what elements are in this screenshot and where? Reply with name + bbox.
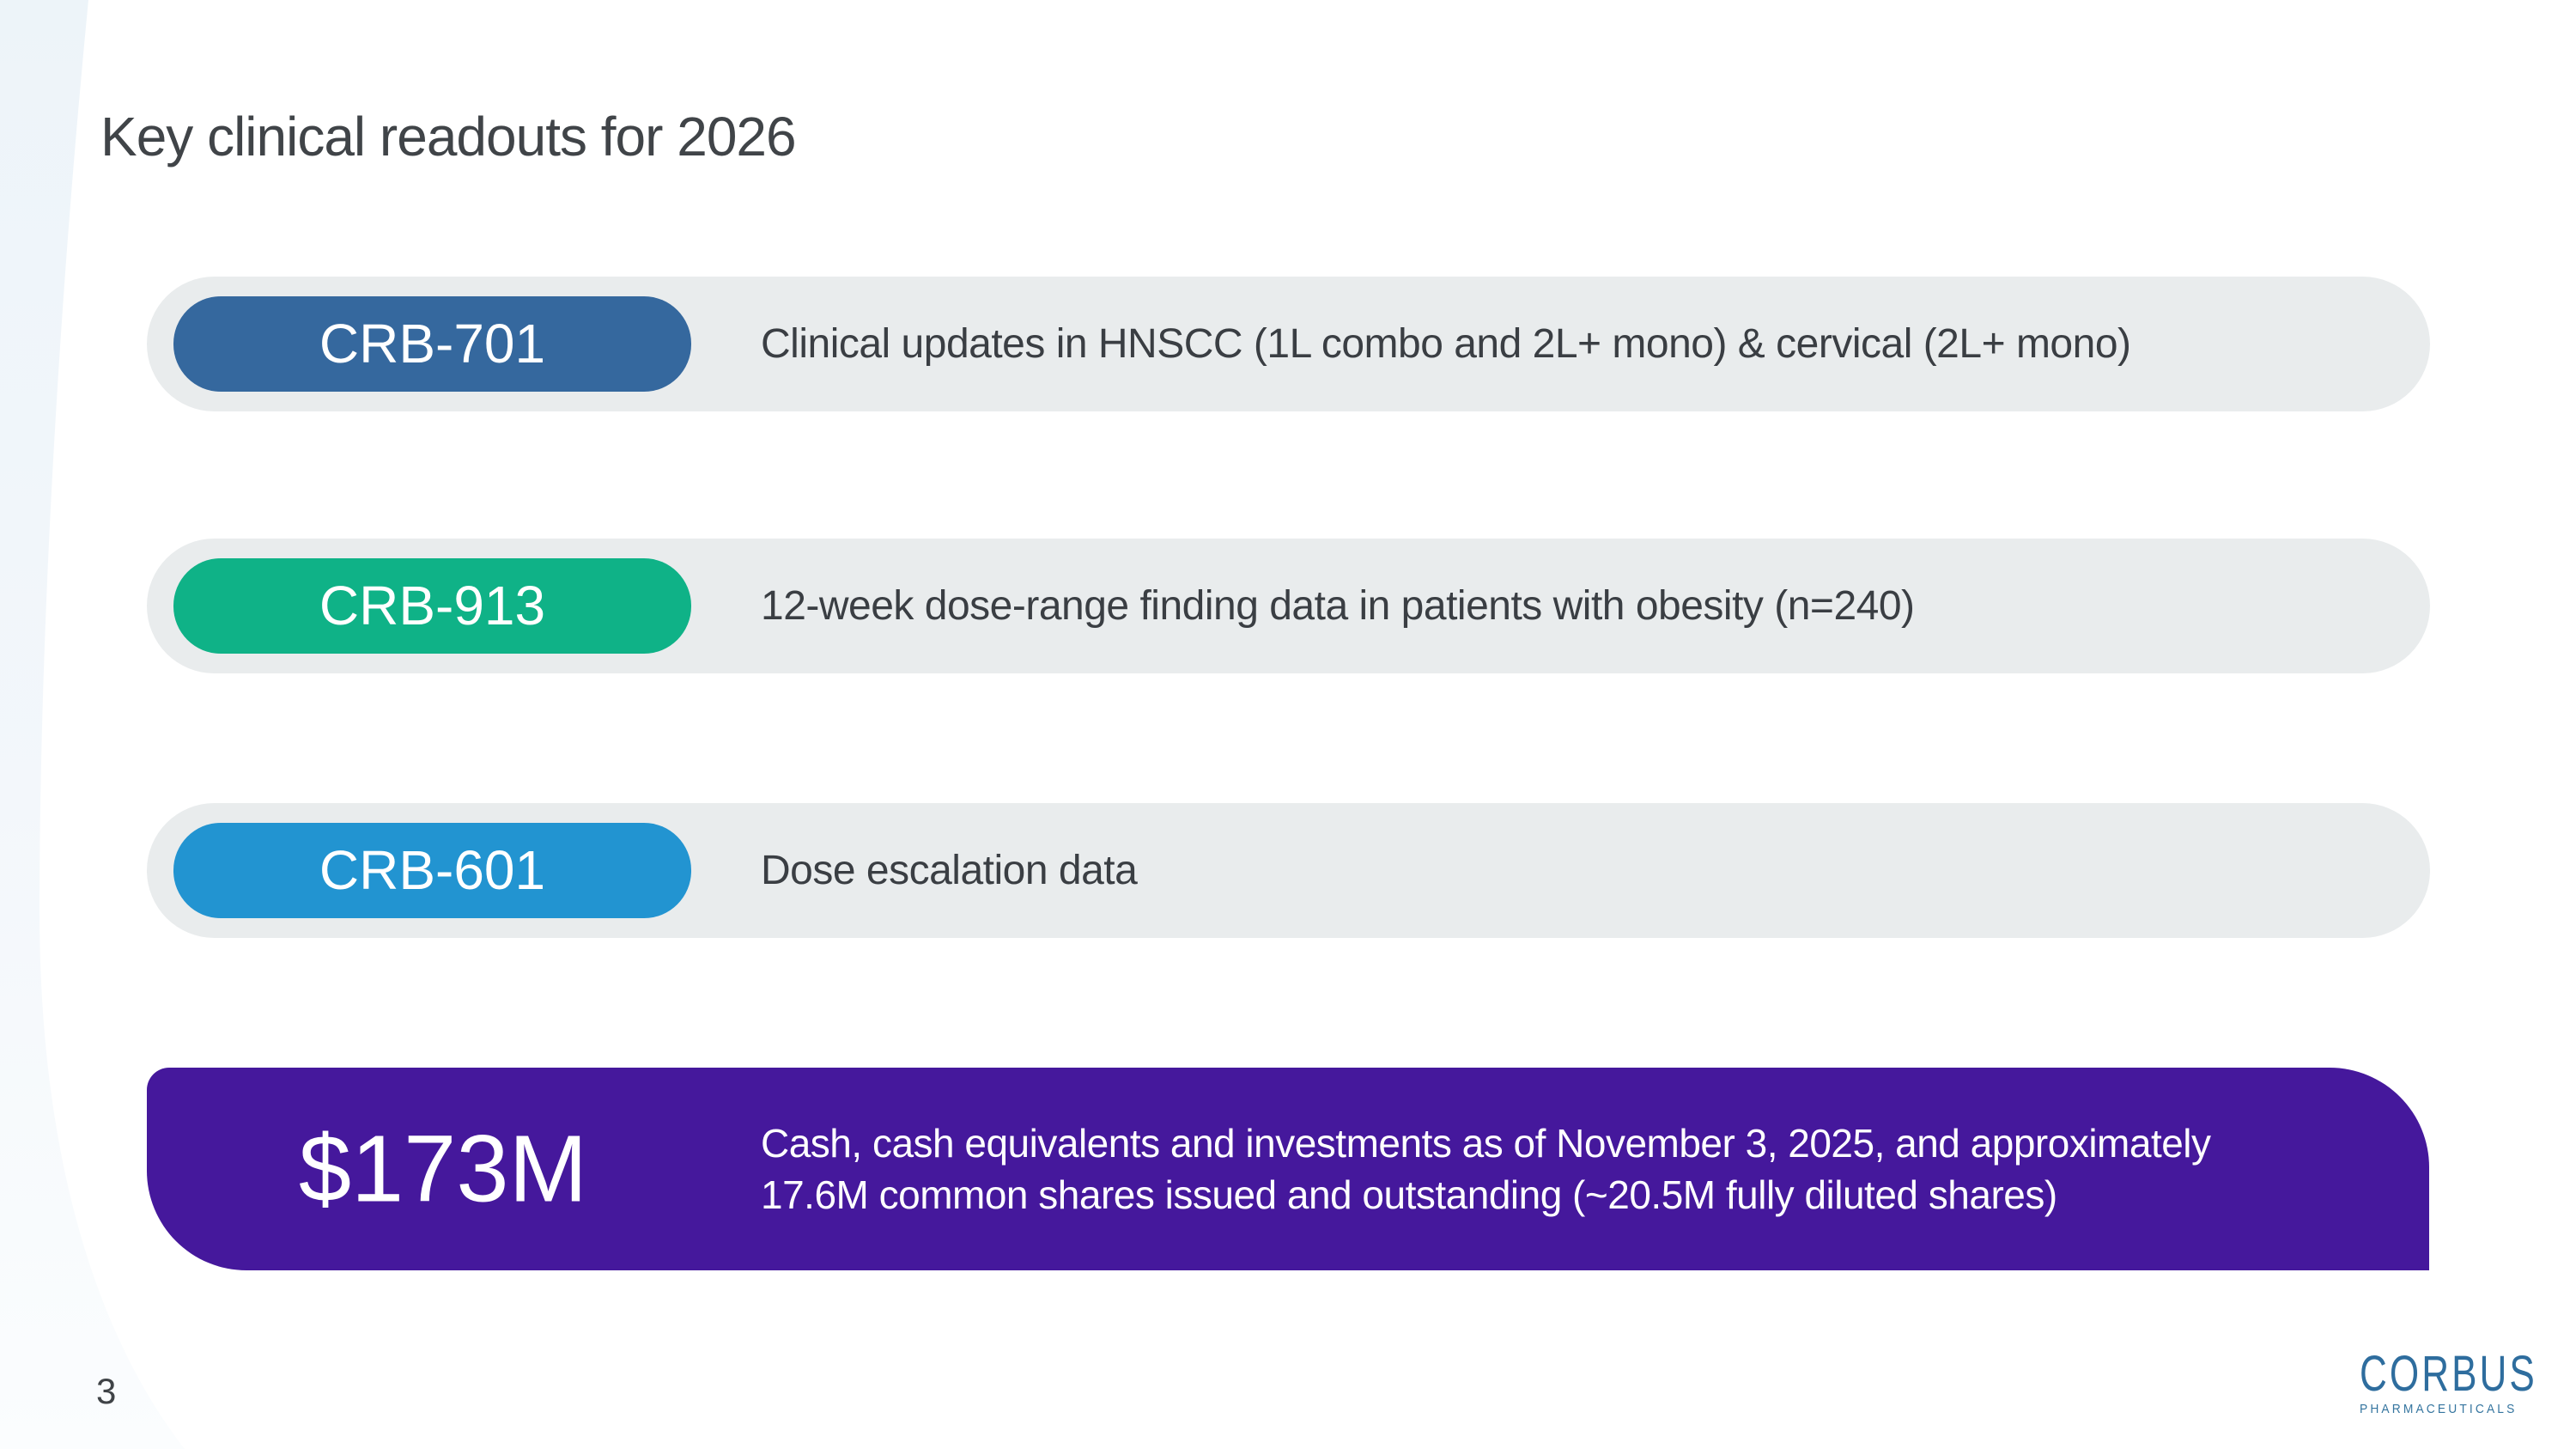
- cash-amount: $173M: [298, 1116, 588, 1222]
- logo-subtitle: PHARMACEUTICALS: [2360, 1402, 2518, 1416]
- corbus-logo: CORBUS PHARMACEUTICALS: [2360, 1342, 2576, 1449]
- page-number: 3: [96, 1371, 117, 1411]
- row-description: Clinical updates in HNSCC (1L combo and …: [761, 321, 2131, 367]
- logo-wordmark: CORBUS: [2360, 1346, 2537, 1402]
- cash-highlight-box: $173M Cash, cash equivalents and investm…: [147, 1068, 2429, 1270]
- pill-badge-crb-701: CRB-701: [173, 296, 691, 392]
- page-title: Key clinical readouts for 2026: [100, 106, 797, 167]
- row-description: Dose escalation data: [761, 848, 1138, 893]
- cash-description-line1: Cash, cash equivalents and investments a…: [761, 1121, 2211, 1166]
- cash-description-line2: 17.6M common shares issued and outstandi…: [761, 1172, 2057, 1217]
- readout-row-crb-601: CRB-601 Dose escalation data: [147, 803, 2430, 938]
- pill-badge-crb-913: CRB-913: [173, 558, 691, 654]
- cash-description: Cash, cash equivalents and investments a…: [761, 1117, 2211, 1221]
- readout-row-crb-913: CRB-913 12-week dose-range finding data …: [147, 539, 2430, 673]
- row-description: 12-week dose-range finding data in patie…: [761, 583, 1915, 629]
- readout-row-crb-701: CRB-701 Clinical updates in HNSCC (1L co…: [147, 277, 2430, 411]
- logo-text-column: CORBUS PHARMACEUTICALS: [2360, 1342, 2576, 1417]
- pill-badge-crb-601: CRB-601: [173, 823, 691, 918]
